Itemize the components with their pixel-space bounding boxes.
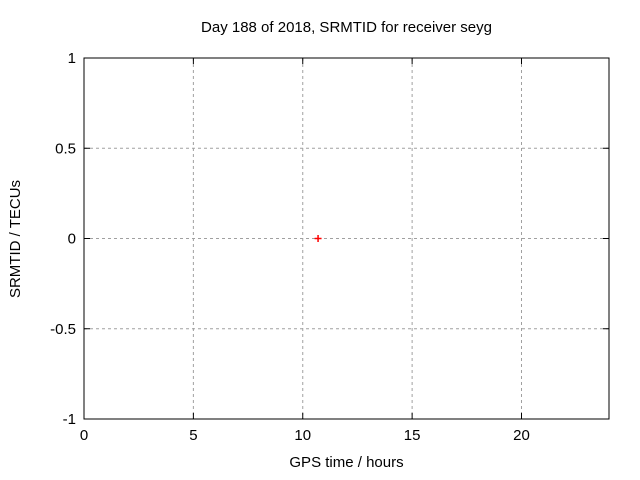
y-tick-label: 0 [68, 231, 76, 248]
y-tick-label: 0.5 [55, 140, 76, 157]
x-axis-label: GPS time / hours [289, 454, 404, 471]
x-tick-label: 5 [189, 427, 197, 444]
y-tick-label: 1 [68, 50, 76, 67]
chart-title: Day 188 of 2018, SRMTID for receiver sey… [201, 19, 492, 36]
x-tick-label: 20 [513, 427, 530, 444]
y-tick-label: -0.5 [50, 321, 76, 338]
y-axis-label: SRMTID / TECUs [7, 179, 24, 299]
x-tick-label: 15 [404, 427, 421, 444]
x-tick-label: 0 [80, 427, 88, 444]
x-tick-label: 10 [294, 427, 311, 444]
y-tick-label: -1 [63, 411, 76, 428]
